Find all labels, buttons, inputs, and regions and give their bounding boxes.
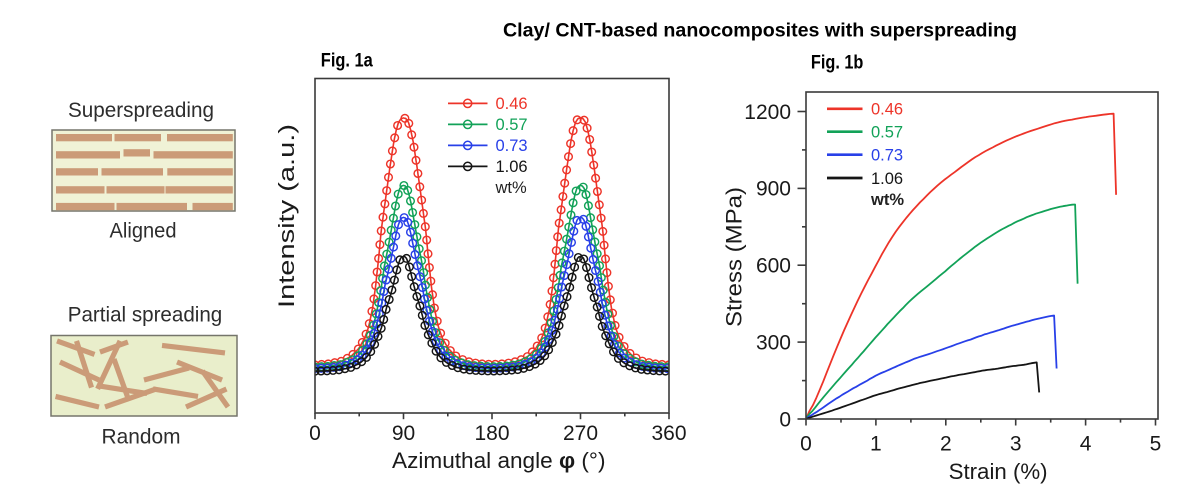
- svg-text:0: 0: [309, 422, 321, 445]
- svg-text:Partial spreading: Partial spreading: [68, 302, 223, 327]
- svg-text:0.73: 0.73: [871, 147, 903, 165]
- svg-text:4: 4: [1080, 433, 1092, 456]
- svg-text:600: 600: [756, 255, 791, 278]
- svg-text:300: 300: [756, 331, 791, 354]
- svg-text:0.46: 0.46: [496, 95, 528, 113]
- svg-text:Fig. 1b: Fig. 1b: [811, 52, 864, 73]
- svg-text:180: 180: [474, 422, 509, 445]
- svg-text:Fig. 1a: Fig. 1a: [321, 51, 373, 72]
- svg-text:0.73: 0.73: [496, 137, 528, 155]
- svg-text:0.46: 0.46: [871, 101, 903, 119]
- svg-text:5: 5: [1150, 433, 1162, 456]
- svg-text:wt%: wt%: [495, 179, 528, 197]
- svg-text:Aligned: Aligned: [110, 218, 177, 243]
- svg-text:2: 2: [940, 433, 952, 456]
- svg-text:900: 900: [756, 178, 791, 201]
- svg-text:3: 3: [1010, 433, 1022, 456]
- svg-text:360: 360: [651, 422, 686, 445]
- svg-text:wt%: wt%: [870, 191, 904, 209]
- svg-text:270: 270: [563, 422, 598, 445]
- svg-text:1200: 1200: [744, 101, 791, 124]
- svg-text:1.06: 1.06: [871, 170, 903, 188]
- svg-text:Random: Random: [102, 423, 181, 448]
- svg-text:0: 0: [779, 408, 791, 431]
- svg-text:0: 0: [800, 433, 812, 456]
- svg-text:90: 90: [392, 422, 415, 445]
- svg-text:1: 1: [870, 433, 882, 456]
- svg-text:Intensity (a.u.): Intensity (a.u.): [274, 124, 299, 308]
- svg-text:0.57: 0.57: [871, 124, 903, 142]
- svg-text:Clay/ CNT-based nanocomposites: Clay/ CNT-based nanocomposites with supe…: [503, 20, 1017, 42]
- svg-text:0.57: 0.57: [496, 116, 528, 134]
- svg-text:Stress (MPa): Stress (MPa): [722, 187, 747, 327]
- svg-text:Strain (%): Strain (%): [949, 459, 1048, 484]
- svg-text:1.06: 1.06: [496, 158, 528, 176]
- svg-text:Azimuthal angle φ (°): Azimuthal angle φ (°): [392, 448, 606, 473]
- svg-text:Superspreading: Superspreading: [68, 97, 214, 122]
